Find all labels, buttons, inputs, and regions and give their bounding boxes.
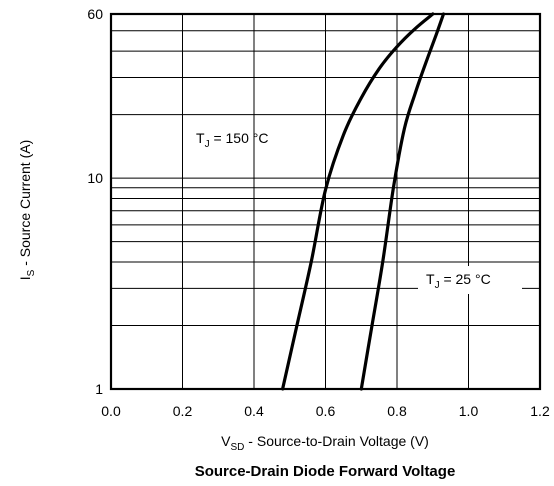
- x-tick-labels: 0.0 0.2 0.4 0.6 0.8 1.0 1.2: [101, 403, 550, 419]
- y-tick-label: 60: [87, 6, 103, 22]
- series-label-25c-prefix: T: [426, 271, 435, 287]
- x-tick-label: 0.0: [101, 403, 121, 419]
- x-tick-label: 0.2: [173, 403, 193, 419]
- y-axis-label-suffix: - Source Current (A): [17, 140, 33, 270]
- series-label-25c-sub: J: [435, 280, 440, 291]
- series-line-25c: [359, 12, 446, 391]
- series-label-150c-suffix: = 150 °C: [210, 130, 269, 146]
- grid: [111, 14, 540, 389]
- x-tick-label: 1.2: [530, 403, 550, 419]
- chart-title: Source-Drain Diode Forward Voltage: [195, 463, 456, 480]
- x-axis-label-sub: SD: [231, 442, 245, 453]
- series-label-25c-suffix: = 25 °C: [440, 271, 491, 287]
- plot-frame: [109, 12, 542, 391]
- y-tick-label: 10: [87, 170, 103, 186]
- y-tick-labels: 1 10 60: [87, 6, 103, 397]
- series-label-25c-background: [418, 266, 522, 294]
- y-axis-label: IS - Source Current (A): [17, 140, 37, 281]
- curves: [281, 12, 446, 391]
- series-label-25c: TJ = 25 °C: [426, 271, 491, 291]
- x-tick-label: 0.4: [244, 403, 264, 419]
- x-axis-label-suffix: - Source-to-Drain Voltage (V): [244, 433, 428, 449]
- x-tick-label: 1.0: [459, 403, 479, 419]
- x-axis-label: VSD - Source-to-Drain Voltage (V): [221, 433, 429, 453]
- series-label-150c-prefix: T: [196, 130, 205, 146]
- x-tick-label: 0.6: [316, 403, 336, 419]
- y-axis-label-sub: S: [26, 269, 37, 276]
- y-tick-label: 1: [95, 381, 103, 397]
- x-tick-label: 0.8: [387, 403, 407, 419]
- series-label-150c: TJ = 150 °C: [196, 130, 268, 150]
- series-line-150c: [281, 12, 435, 391]
- series-label-150c-sub: J: [205, 139, 210, 150]
- x-axis-label-prefix: V: [221, 433, 231, 449]
- y-axis-label-prefix: I: [17, 276, 33, 280]
